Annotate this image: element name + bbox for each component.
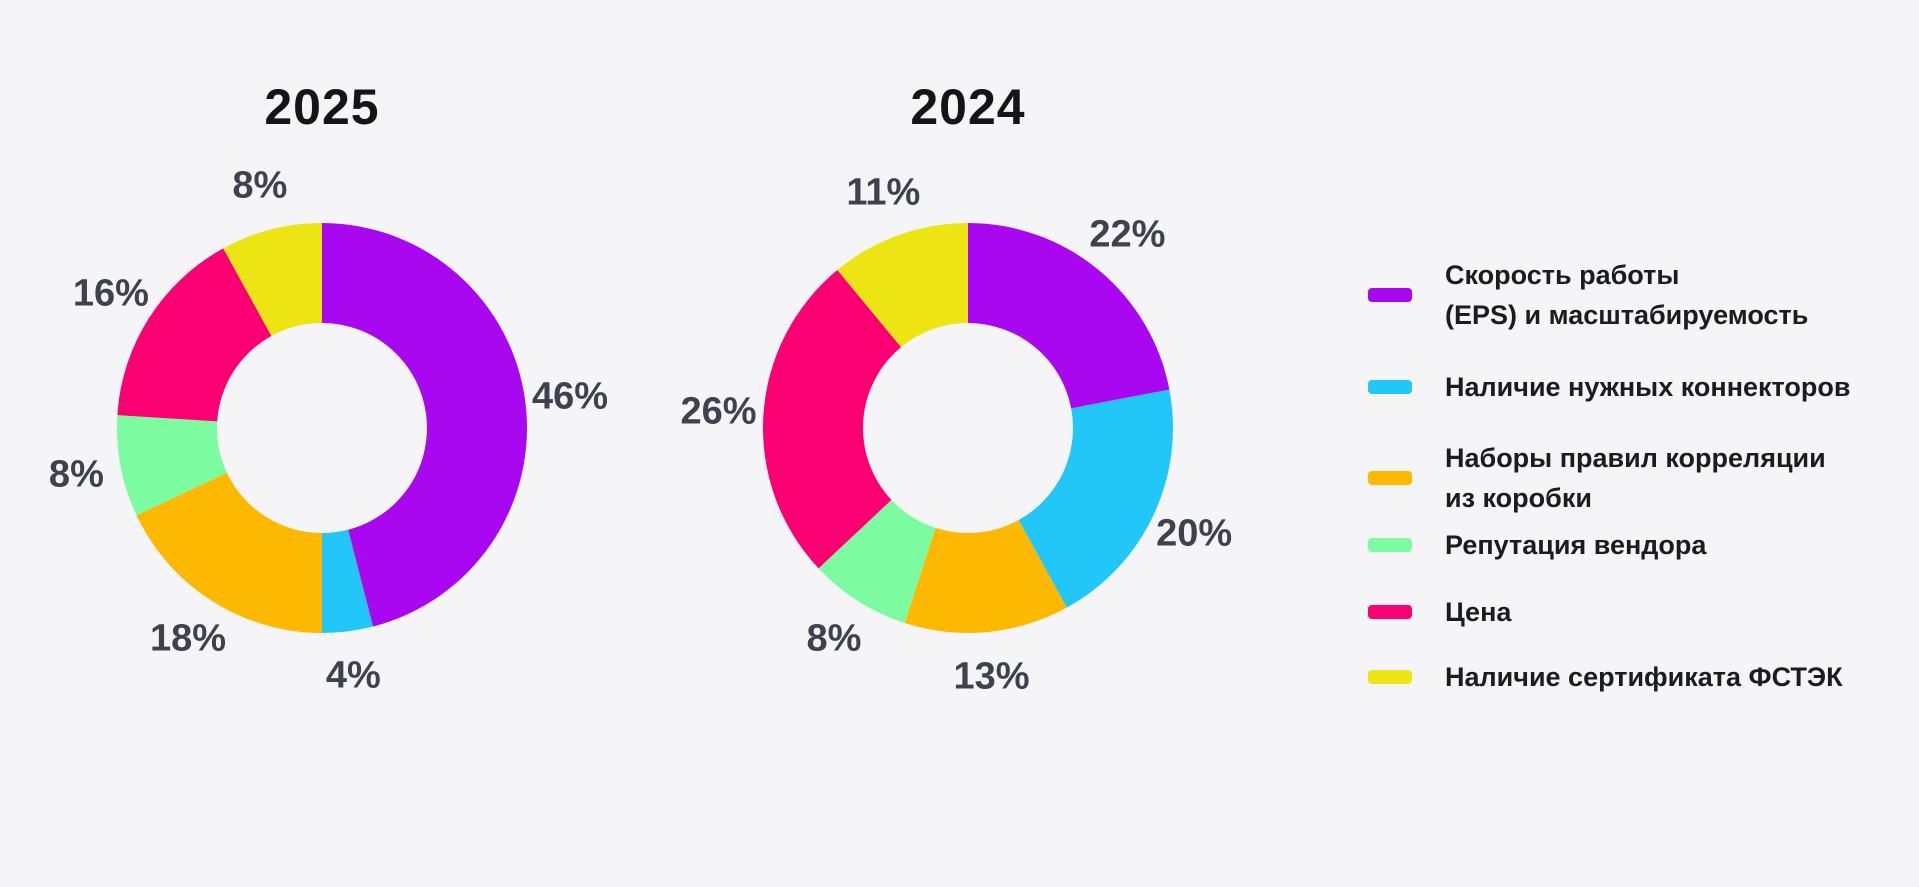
chart-title-2025: 2025 (264, 79, 380, 135)
legend-label: Репутация вендора (1445, 530, 1707, 560)
chart-title-2024: 2024 (910, 79, 1026, 135)
donut-chart-2024 (708, 168, 1228, 688)
legend-swatch-green (1368, 538, 1412, 552)
legend-item-green: Репутация вендора (1368, 525, 1706, 565)
slice-value-label: 46% (531, 375, 609, 418)
slice-value-label: 22% (1089, 213, 1166, 256)
slice-value-label: 13% (953, 655, 1030, 698)
pie-slice-2024-1 (968, 223, 1170, 409)
pie-slice-2024-5 (762, 270, 902, 569)
slice-value-label: 18% (149, 617, 227, 660)
pie-slice-2025-4 (116, 415, 227, 516)
legend-item-pink: Цена (1368, 592, 1511, 632)
legend-item-orange: Наборы правил корреляции из коробки (1368, 438, 1826, 518)
donut-chart-2025 (62, 168, 582, 688)
slice-value-label: 8% (232, 164, 288, 207)
pie-slice-2025-3 (136, 472, 322, 633)
legend-item-purple: Скорость работы (EPS) и масштабируемость (1368, 255, 1808, 335)
pie-slice-2024-6 (837, 223, 968, 348)
legend-swatch-orange (1368, 471, 1412, 485)
legend-label: Цена (1445, 597, 1512, 627)
slice-value-label: 4% (325, 654, 381, 697)
pie-slice-2024-3 (904, 520, 1067, 634)
legend-label: Наличие сертификата ФСТЭК (1445, 662, 1843, 692)
slice-value-label: 16% (72, 272, 149, 315)
slice-value-label: 20% (1156, 512, 1233, 555)
slice-value-label: 11% (846, 171, 921, 214)
pie-slice-2025-1 (322, 223, 528, 627)
pie-slice-2024-4 (818, 499, 936, 623)
legend-label: Наличие нужных коннекторов (1445, 372, 1851, 402)
pie-slice-2025-5 (117, 248, 272, 422)
slice-value-label: 8% (806, 617, 862, 660)
chart-legend: Скорость работы (EPS) и масштабируемость… (1368, 0, 1919, 887)
pie-slice-2024-2 (1018, 389, 1173, 608)
legend-label: Скорость работы (EPS) и масштабируемость (1445, 260, 1809, 330)
pie-slice-2025-6 (223, 223, 322, 336)
legend-swatch-yellow (1368, 670, 1412, 684)
slice-value-label: 26% (680, 390, 757, 433)
legend-swatch-purple (1368, 288, 1412, 302)
legend-label: Наборы правил корреляции из коробки (1445, 443, 1826, 513)
legend-swatch-blue (1368, 380, 1412, 394)
legend-item-blue: Наличие нужных коннекторов (1368, 367, 1850, 407)
pie-slice-2025-2 (322, 529, 373, 633)
legend-swatch-pink (1368, 605, 1412, 619)
slice-value-label: 8% (48, 453, 104, 496)
legend-item-yellow: Наличие сертификата ФСТЭК (1368, 657, 1843, 697)
